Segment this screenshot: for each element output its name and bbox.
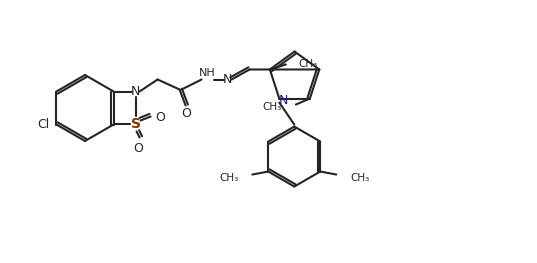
Text: N: N [223,73,233,86]
Text: O: O [156,111,165,124]
Text: O: O [134,142,143,155]
Text: S: S [130,117,141,130]
Text: CH₃: CH₃ [263,102,282,112]
Text: CH₃: CH₃ [350,173,369,183]
Text: NH: NH [199,68,216,78]
Text: CH₃: CH₃ [299,59,318,69]
Text: N: N [131,85,140,98]
Text: N: N [279,94,288,107]
Text: O: O [182,107,192,120]
Text: CH₃: CH₃ [219,173,238,183]
Text: Cl: Cl [37,118,49,131]
